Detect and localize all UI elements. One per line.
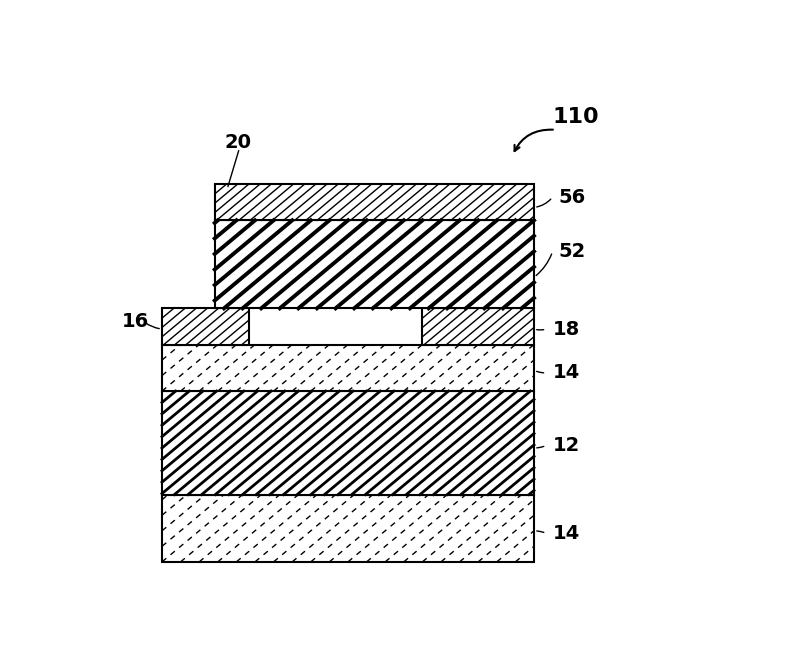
Bar (162, 308, 249, 345)
Bar (162, 495, 534, 562)
Bar (162, 345, 534, 391)
Text: 12: 12 (553, 436, 580, 455)
Text: 52: 52 (558, 242, 586, 261)
Text: 110: 110 (553, 107, 599, 127)
Text: 14: 14 (553, 524, 580, 543)
Bar (162, 391, 534, 495)
Text: 18: 18 (553, 319, 580, 339)
Bar (214, 184, 534, 220)
Bar (422, 308, 534, 345)
Text: 16: 16 (122, 312, 149, 331)
Text: 56: 56 (558, 187, 586, 206)
Bar (214, 220, 534, 308)
Text: 20: 20 (224, 133, 251, 153)
Text: 14: 14 (553, 364, 580, 382)
